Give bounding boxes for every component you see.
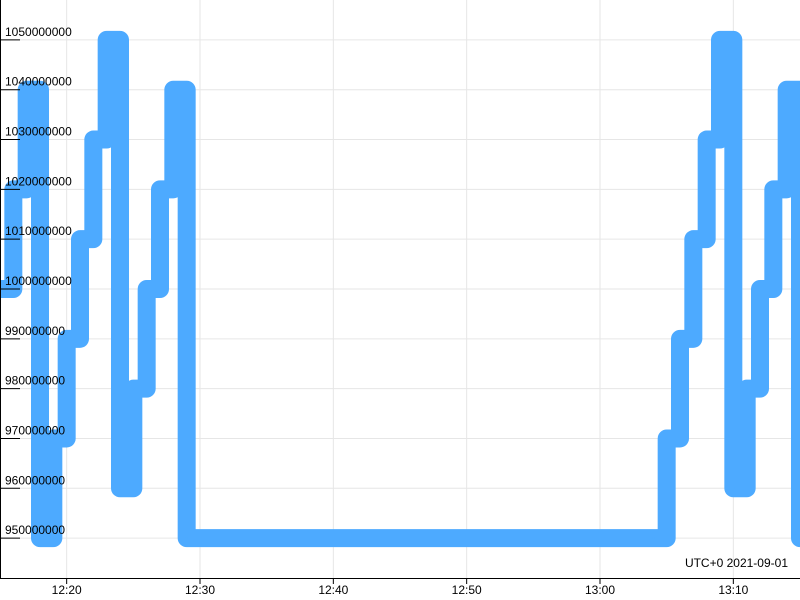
x-tick-label: 12:40 <box>318 583 348 597</box>
data-point <box>679 337 681 340</box>
data-point <box>692 238 695 241</box>
data-point <box>719 38 721 41</box>
y-tick-label: 990000000 <box>5 324 65 338</box>
x-tick-label: 12:30 <box>185 583 215 597</box>
data-point <box>652 537 655 540</box>
y-tick-label: 1020000000 <box>5 174 72 188</box>
data-point <box>52 437 55 440</box>
data-point <box>772 188 775 191</box>
data-point <box>119 487 121 490</box>
x-tick-label: 12:50 <box>452 583 482 597</box>
data-point <box>105 38 108 41</box>
y-tick-label: 950000000 <box>5 523 65 537</box>
data-point <box>172 88 175 91</box>
x-tick-label: 13:00 <box>585 583 615 597</box>
series-layer <box>0 30 800 548</box>
data-point <box>745 387 748 390</box>
y-tick-label: 980000000 <box>5 374 65 388</box>
data-point <box>665 437 668 440</box>
x-tick-label: 12:20 <box>52 583 82 597</box>
series-line-0 <box>0 30 800 548</box>
y-tick-label: 1030000000 <box>5 125 72 139</box>
data-point <box>79 238 81 241</box>
y-tick-label: 1000000000 <box>5 274 72 288</box>
data-point <box>185 537 188 540</box>
data-point <box>132 387 135 390</box>
data-point <box>159 188 161 191</box>
x-tick-label: 13:10 <box>718 583 748 597</box>
data-point <box>732 487 735 490</box>
data-point <box>39 537 41 540</box>
x-axis-ticks: 12:20 12:30 12:40 12:50 13:00 13:10 <box>52 578 749 597</box>
data-point <box>145 288 148 290</box>
data-point <box>92 138 95 141</box>
timezone-label: UTC+0 2021-09-01 <box>685 556 788 570</box>
y-tick-label: 970000000 <box>5 423 65 437</box>
y-tick-label: 1010000000 <box>5 224 72 238</box>
gridlines <box>0 0 800 578</box>
y-tick-label: 1040000000 <box>5 75 72 89</box>
data-point <box>65 337 68 340</box>
data-point <box>25 88 28 91</box>
y-axis-ticks: 950000000 960000000 970000000 980000000 9900… <box>0 25 72 539</box>
y-tick-label: 1050000000 <box>5 25 72 39</box>
data-point <box>705 138 708 141</box>
y-tick-label: 960000000 <box>5 473 65 487</box>
data-point <box>785 88 788 91</box>
data-point <box>759 288 761 290</box>
